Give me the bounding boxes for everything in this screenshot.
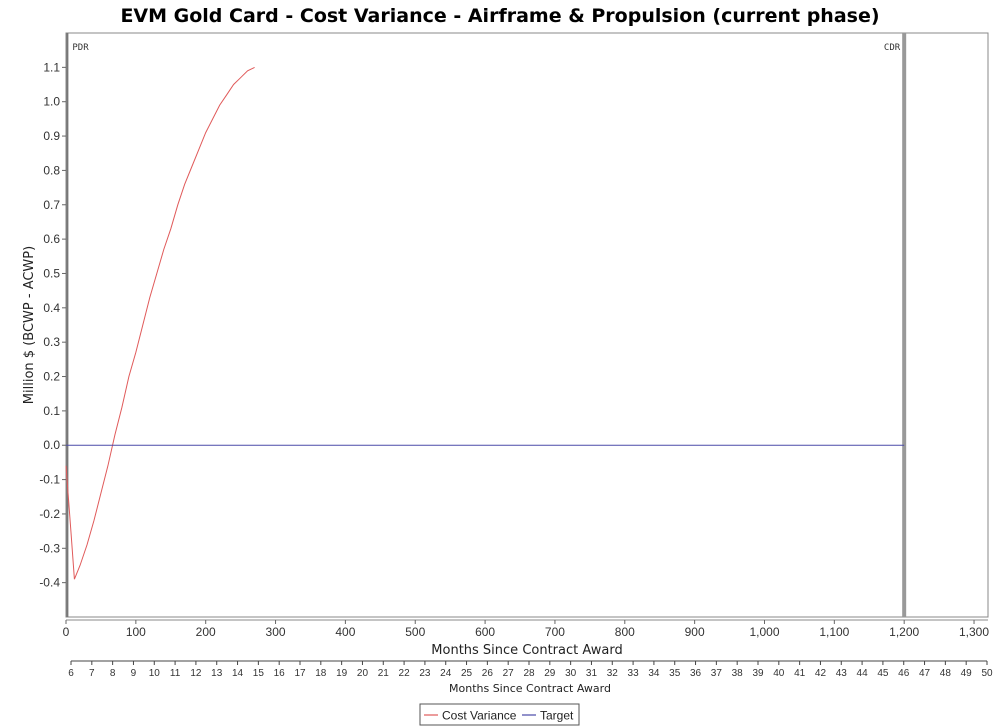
x2-tick-label: 34 bbox=[648, 668, 660, 679]
x2-tick-label: 49 bbox=[961, 668, 973, 679]
y-tick-label: 0.2 bbox=[43, 370, 60, 384]
x2-tick-label: 44 bbox=[857, 668, 869, 679]
y-tick-label: 0.5 bbox=[43, 266, 60, 280]
x-tick-label: 200 bbox=[196, 625, 216, 639]
legend: Cost Variance Target bbox=[419, 703, 580, 726]
x2-tick-label: 18 bbox=[315, 668, 327, 679]
x-tick-label: 1,000 bbox=[749, 625, 779, 639]
x2-tick-label: 46 bbox=[898, 668, 910, 679]
x2-tick-label: 9 bbox=[131, 668, 137, 679]
x-tick-label: 600 bbox=[475, 625, 495, 639]
x2-tick-label: 10 bbox=[149, 668, 161, 679]
x2-tick-label: 36 bbox=[690, 668, 702, 679]
x-tick-label: 1,100 bbox=[819, 625, 849, 639]
y-tick-label: 1.0 bbox=[43, 95, 60, 109]
x2-tick-label: 15 bbox=[253, 668, 265, 679]
x2-tick-label: 16 bbox=[274, 668, 286, 679]
x2-tick-label: 45 bbox=[877, 668, 889, 679]
milestone-label: CDR bbox=[884, 43, 901, 53]
x-tick-label: 100 bbox=[126, 625, 146, 639]
y-tick-label: -0.2 bbox=[39, 507, 60, 521]
y-tick-label: -0.3 bbox=[39, 541, 60, 555]
y-tick-label: -0.4 bbox=[39, 576, 60, 590]
x-tick-label: 700 bbox=[545, 625, 565, 639]
x2-tick-label: 38 bbox=[732, 668, 744, 679]
y-axis-label: Million $ (BCWP - ACWP) bbox=[22, 246, 37, 404]
milestone-label: PDR bbox=[72, 43, 89, 53]
x2-tick-label: 6 bbox=[68, 668, 74, 679]
legend-box bbox=[419, 703, 580, 726]
x2-tick-label: 50 bbox=[981, 668, 993, 679]
x2-tick-label: 19 bbox=[336, 668, 348, 679]
x2-tick-label: 43 bbox=[836, 668, 848, 679]
x-tick-label: 1,200 bbox=[889, 625, 919, 639]
chart-title: EVM Gold Card - Cost Variance - Airframe… bbox=[120, 5, 879, 27]
y-tick-label: 0.7 bbox=[43, 198, 60, 212]
x-tick-label: 300 bbox=[266, 625, 286, 639]
plot-area bbox=[65, 32, 989, 618]
x2-tick-label: 40 bbox=[773, 668, 785, 679]
x2-tick-label: 28 bbox=[523, 668, 535, 679]
series-line-cost-variance bbox=[65, 66, 255, 580]
x2-tick-label: 29 bbox=[544, 668, 556, 679]
x2-tick-label: 42 bbox=[815, 668, 827, 679]
y-tick-label: -0.1 bbox=[39, 473, 60, 487]
x2-tick-label: 33 bbox=[628, 668, 640, 679]
x2-tick-label: 48 bbox=[940, 668, 952, 679]
legend-label: Cost Variance bbox=[442, 709, 517, 723]
x-tick-label: 400 bbox=[335, 625, 355, 639]
x2-tick-label: 31 bbox=[586, 668, 598, 679]
x2-tick-label: 14 bbox=[232, 668, 244, 679]
x2-tick-label: 8 bbox=[110, 668, 116, 679]
x2-tick-label: 27 bbox=[503, 668, 515, 679]
x-axis-label: Months Since Contract Award bbox=[431, 643, 622, 658]
x2-tick-label: 30 bbox=[565, 668, 577, 679]
x2-tick-label: 25 bbox=[461, 668, 473, 679]
y-tick-label: 0.6 bbox=[43, 232, 60, 246]
x-tick-label: 1,300 bbox=[959, 625, 989, 639]
x2-tick-label: 23 bbox=[419, 668, 431, 679]
x2-tick-label: 22 bbox=[399, 668, 411, 679]
x-tick-label: 800 bbox=[615, 625, 635, 639]
x-tick-label: 900 bbox=[685, 625, 705, 639]
x2-tick-label: 12 bbox=[190, 668, 202, 679]
x2-tick-label: 17 bbox=[294, 668, 306, 679]
x-tick-label: 0 bbox=[63, 625, 70, 639]
x2-tick-label: 11 bbox=[170, 668, 181, 679]
y-tick-label: 0.9 bbox=[43, 129, 60, 143]
x2-tick-label: 32 bbox=[607, 668, 619, 679]
x2-tick-label: 20 bbox=[357, 668, 369, 679]
x2-axis-label: Months Since Contract Award bbox=[449, 682, 611, 695]
x2-tick-label: 39 bbox=[752, 668, 764, 679]
x2-tick-label: 7 bbox=[89, 668, 95, 679]
x2-tick-label: 24 bbox=[440, 668, 452, 679]
x2-tick-label: 26 bbox=[482, 668, 494, 679]
y-tick-label: 0.3 bbox=[43, 335, 60, 349]
x-tick-label: 500 bbox=[405, 625, 425, 639]
y-tick-label: 0.4 bbox=[43, 301, 60, 315]
x2-tick-label: 37 bbox=[711, 668, 723, 679]
y-tick-label: 0.8 bbox=[43, 163, 60, 177]
y-tick-label: 1.1 bbox=[43, 60, 60, 74]
x2-tick-label: 35 bbox=[669, 668, 681, 679]
y-tick-label: 0.1 bbox=[43, 404, 60, 418]
x2-tick-label: 41 bbox=[794, 668, 806, 679]
x2-tick-label: 47 bbox=[919, 668, 931, 679]
y-tick-label: 0.0 bbox=[43, 438, 60, 452]
x2-tick-label: 13 bbox=[211, 668, 223, 679]
x2-tick-label: 21 bbox=[378, 668, 390, 679]
legend-label: Target bbox=[540, 709, 574, 723]
